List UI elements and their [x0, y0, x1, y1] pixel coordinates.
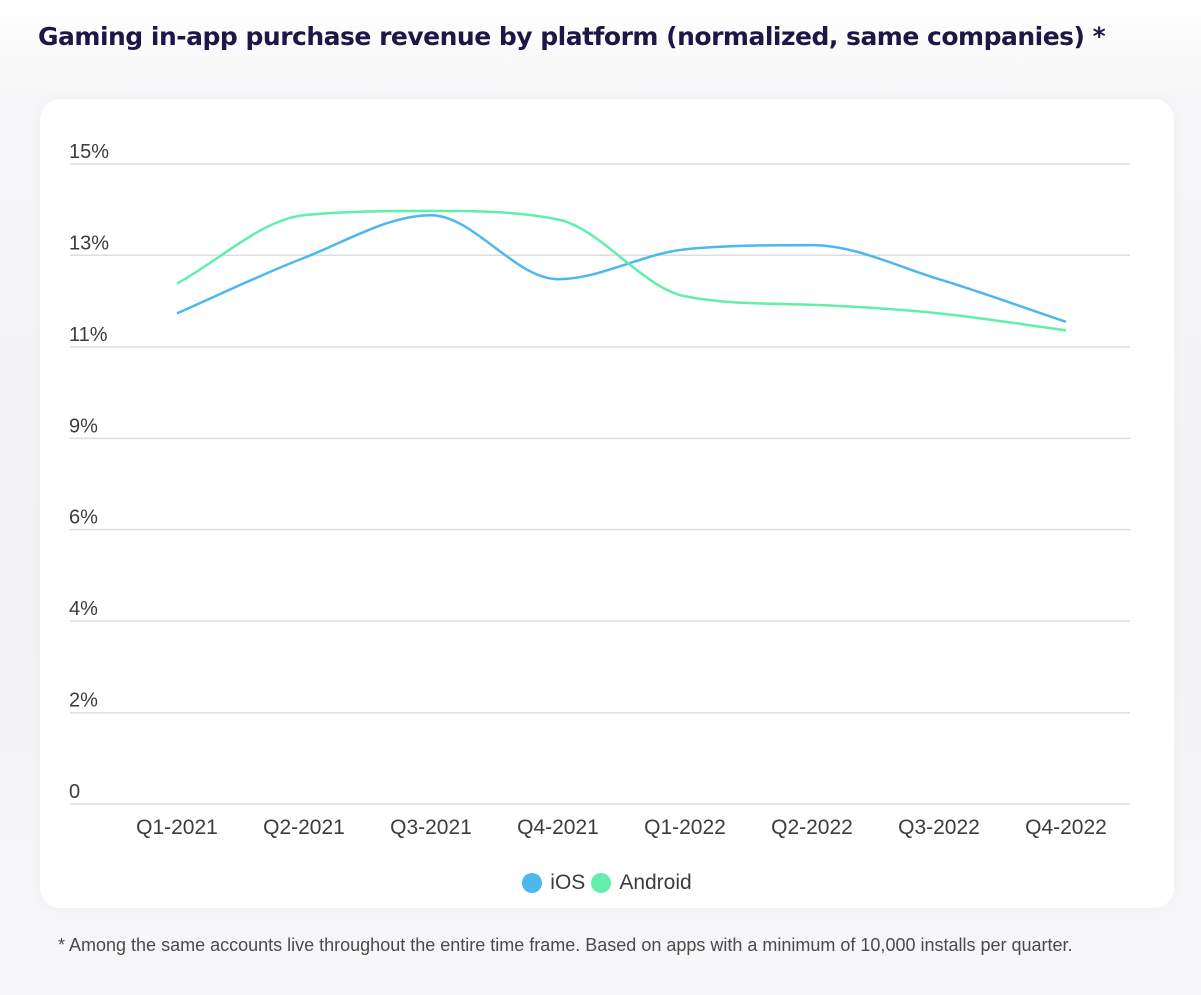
legend-item-ios[interactable]: iOS [522, 871, 585, 895]
line-chart: 0 2% 4% 6% 9% 11% 13% 15% Q1-2021 Q2-2021 Q3-2021… [69, 141, 1130, 839]
circle-marker-icon [591, 873, 612, 893]
footnote: * Among the same accounts live throughou… [58, 935, 1073, 955]
x-tick-label: Q4-2021 [517, 816, 599, 839]
data-point-ios[interactable] [172, 308, 182, 318]
data-point-ios[interactable] [553, 274, 563, 284]
data-point-ios[interactable] [807, 240, 817, 250]
y-tick-label: 4% [69, 598, 98, 620]
gridlines [70, 163, 1130, 805]
x-tick-label: Q1-2022 [644, 816, 726, 839]
x-tick-label: Q3-2022 [898, 816, 980, 839]
data-point-android[interactable] [553, 214, 563, 224]
y-tick-label: 15% [69, 141, 109, 163]
data-point-android[interactable] [299, 210, 309, 220]
series-line-ios [176, 213, 1067, 324]
x-tick-label: Q1-2021 [136, 816, 218, 839]
legend-item-android[interactable]: Android [591, 871, 692, 895]
data-point-android[interactable] [1061, 325, 1071, 335]
legend-label-ios: iOS [550, 871, 586, 894]
x-axis-ticks: Q1-2021 Q2-2021 Q3-2021 Q4-2021 Q1-2022 Q2-20… [136, 816, 1107, 839]
data-point-ios[interactable] [934, 274, 944, 284]
x-tick-label: Q4-2022 [1025, 816, 1107, 839]
y-tick-label: 11% [69, 324, 108, 346]
data-point-android[interactable] [934, 308, 944, 318]
data-point-ios[interactable] [299, 253, 309, 263]
x-tick-label: Q3-2021 [390, 816, 472, 839]
y-axis-ticks: 0 2% 4% 6% 9% 11% 13% 15% [69, 141, 109, 803]
data-point-android[interactable] [680, 291, 690, 301]
data-point-ios[interactable] [680, 244, 690, 254]
y-tick-label: 2% [69, 690, 98, 712]
x-tick-label: Q2-2021 [263, 816, 345, 839]
chart-legend: iOS Android [40, 871, 1174, 895]
series-lines [172, 206, 1071, 335]
data-point-android[interactable] [426, 206, 436, 216]
y-tick-label: 0 [69, 781, 80, 803]
data-point-android[interactable] [172, 278, 182, 288]
legend-label-android: Android [619, 871, 692, 894]
circle-marker-icon [522, 873, 543, 893]
chart-title: Gaming in-app purchase revenue by platfo… [38, 22, 1106, 51]
data-point-ios[interactable] [1061, 317, 1071, 327]
y-tick-label: 13% [69, 232, 109, 254]
data-point-android[interactable] [807, 300, 817, 310]
chart-card: 0 2% 4% 6% 9% 11% 13% 15% Q1-2021 Q2-2021 Q3-2021… [40, 99, 1174, 908]
series-line-android [176, 209, 1067, 332]
x-tick-label: Q2-2022 [771, 816, 853, 839]
y-tick-label: 6% [69, 507, 98, 529]
y-tick-label: 9% [69, 415, 98, 437]
